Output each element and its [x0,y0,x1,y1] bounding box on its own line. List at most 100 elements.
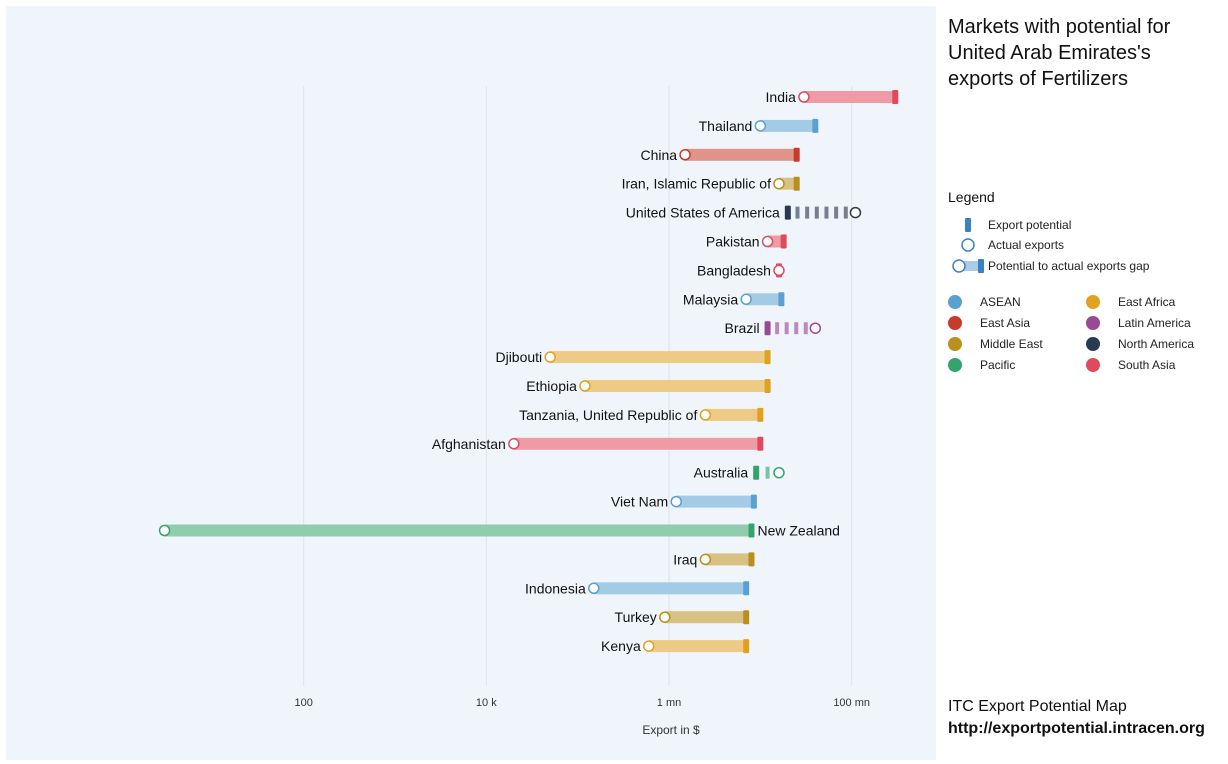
region-legend-item: Pacific [948,356,1015,374]
gap-bar [760,119,816,132]
region-dot-icon [948,358,962,372]
title-line: exports of Fertilizers [948,68,1129,90]
region-label: ASEAN [980,295,1021,309]
country-label: Thailand [699,118,753,134]
actual-marker [679,149,691,161]
gap-dash [775,322,780,335]
region-label: North America [1118,337,1195,351]
potential-marker [780,234,787,249]
region-label: Latin America [1118,316,1191,330]
region-legend-item: East Asia [948,314,1030,332]
legend-gap: Potential to actual exports gap [948,257,1149,275]
country-label: Iran, Islamic Republic of [622,176,772,192]
region-legend-item: ASEAN [948,293,1021,311]
dumbbell-chart: 100 10 k 1 mn 100 mn Export in $ India Thailan… [158,86,899,737]
region-label: South Asia [1118,358,1176,372]
country-label: Bangladesh [697,262,771,278]
potential-marker [750,494,757,509]
region-dot-icon [948,295,962,309]
actual-marker [670,495,682,508]
gap-dash [803,322,808,335]
actual-marker [754,120,767,132]
country-label: Pakistan [706,234,760,250]
potential-marker [764,321,771,336]
potential-marker [757,407,764,422]
gap-bar [676,495,754,508]
country-label: United States of America [626,205,780,221]
x-tick-label: 100 mn [833,697,870,709]
gap-bar [746,293,782,306]
potential-marker [812,118,819,133]
potential-marker [764,350,771,365]
legend-export-potential: Export potential [948,216,1071,234]
country-label: Australia [694,465,749,481]
region-legend-item: Latin America [1086,314,1191,332]
potential-marker [793,176,800,191]
title-line: Markets with potential for [948,16,1171,38]
gap-bar [648,640,747,653]
gap-dash [765,466,770,479]
actual-marker [699,409,712,421]
gap-icon [948,257,988,275]
gap-bar [685,148,797,161]
legend-label: Actual exports [988,238,1065,252]
actual-marker [761,235,774,248]
region-dot-icon [948,316,962,330]
potential-marker [743,610,750,625]
region-label: East Africa [1118,295,1176,309]
legend-label: Export potential [988,218,1072,232]
x-tick-label: 10 k [476,697,497,709]
region-dot-icon [1086,316,1100,330]
potential-marker [743,581,750,596]
region-dot-icon [1086,358,1100,372]
region-legend-item: Middle East [948,335,1043,353]
region-legend-item: South Asia [1086,356,1175,374]
actual-marker [798,91,810,103]
actual-marker [587,582,600,595]
actual-marker [849,206,862,219]
actual-exports-icon [948,236,988,254]
gap-bar [584,380,768,392]
actual-marker [773,466,785,479]
gap-bar [593,582,747,595]
gap-bar [550,351,768,364]
gap-dash [795,206,800,219]
legend-heading: Legend [948,189,995,205]
gap-dash [805,206,810,219]
potential-marker [778,292,785,307]
actual-marker [809,322,822,334]
gap-bar [705,553,752,566]
actual-marker [699,553,712,566]
actual-marker [740,293,752,306]
actual-marker [642,640,655,652]
export-potential-icon [948,216,988,234]
potential-marker [764,379,771,393]
region-legend-item: North America [1086,335,1194,353]
region-label: Middle East [980,337,1043,351]
potential-marker [793,147,800,162]
side-panel: Markets with potential for United Arab E… [948,14,1224,754]
gap-bar [705,408,761,421]
actual-marker [659,611,671,623]
footer-source: ITC Export Potential Map [948,698,1127,715]
potential-marker [753,465,760,480]
country-label: Iraq [673,551,697,567]
country-label: Turkey [615,609,657,625]
title-line: United Arab Emirates's [948,42,1151,64]
country-label: New Zealand [757,523,840,539]
region-label: East Asia [980,316,1031,330]
x-tick-label: 100 [294,697,312,709]
country-label: Brazil [725,320,760,336]
country-label: Viet Nam [611,494,668,510]
country-label: Kenya [601,638,641,654]
country-label: Djibouti [495,349,542,365]
country-label: China [640,147,677,163]
x-tick-label: 1 mn [657,697,681,709]
gap-dash [834,206,839,219]
chart-title: Markets with potential for United Arab E… [948,14,1224,92]
gap-dash [824,206,829,219]
actual-marker [508,438,520,450]
potential-marker [892,90,899,104]
region-dot-icon [1086,295,1100,309]
footer-url[interactable]: http://exportpotential.intracen.org [948,720,1205,737]
